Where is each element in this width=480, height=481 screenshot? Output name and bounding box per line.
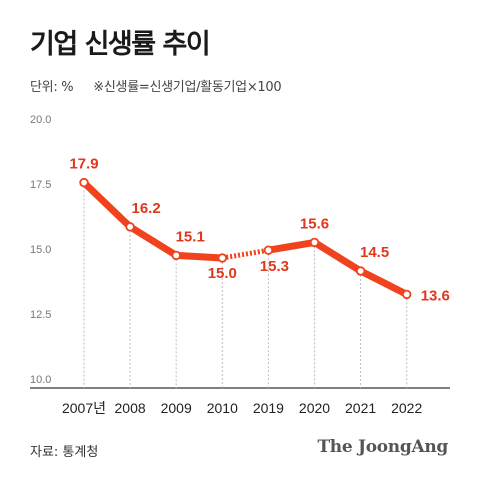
series-line-segment (357, 267, 411, 298)
y-tick-label: 17.5 (30, 179, 51, 191)
chart-subtitle: 단위: % ※신생률=신생기업/활동기업×100 (30, 76, 282, 95)
data-point (309, 237, 320, 248)
x-tick-label: 2009 (161, 400, 192, 416)
data-point (125, 222, 135, 232)
source-label: 자료: 통계청 (30, 445, 99, 460)
x-tick-label: 2019 (253, 400, 284, 416)
data-point (263, 245, 274, 255)
brand-logo: The JoongAng (317, 437, 448, 457)
data-label: 15.0 (208, 265, 237, 282)
chart-title: 기업 신생률 추이 (30, 29, 211, 60)
series-line-segment (311, 238, 365, 275)
data-point (402, 289, 412, 300)
y-tick-label: 10.0 (30, 374, 51, 386)
series-line-segment (264, 238, 318, 254)
data-point (79, 177, 89, 188)
data-label: 13.6 (421, 287, 450, 304)
data-label: 15.3 (260, 258, 289, 275)
x-tick-label: 2021 (345, 400, 376, 416)
unit-label: 단위: % (30, 80, 74, 95)
series-line-dotted-segment (221, 247, 269, 261)
series-line-segment (126, 223, 180, 259)
data-label: 16.2 (131, 200, 160, 217)
data-point (217, 253, 227, 263)
x-tick-label: 2010 (207, 400, 238, 416)
data-label: 17.9 (69, 156, 98, 173)
x-tick-label: 2008 (115, 400, 146, 416)
y-tick-label: 20.0 (30, 114, 51, 126)
y-tick-label: 15.0 (30, 244, 51, 256)
y-tick-label: 12.5 (30, 309, 51, 321)
data-point (355, 266, 366, 276)
data-label: 15.1 (176, 228, 205, 245)
x-tick-label: 2007년 (62, 400, 106, 416)
data-label: 15.6 (300, 215, 329, 232)
series-line-segment (172, 251, 226, 262)
x-tick-label: 2022 (391, 400, 422, 416)
series-line-segment (80, 179, 134, 231)
x-tick-label: 2020 (299, 400, 330, 416)
data-label: 14.5 (360, 244, 389, 261)
data-point (171, 250, 181, 261)
formula-note: ※신생률=신생기업/활동기업×100 (93, 80, 282, 95)
